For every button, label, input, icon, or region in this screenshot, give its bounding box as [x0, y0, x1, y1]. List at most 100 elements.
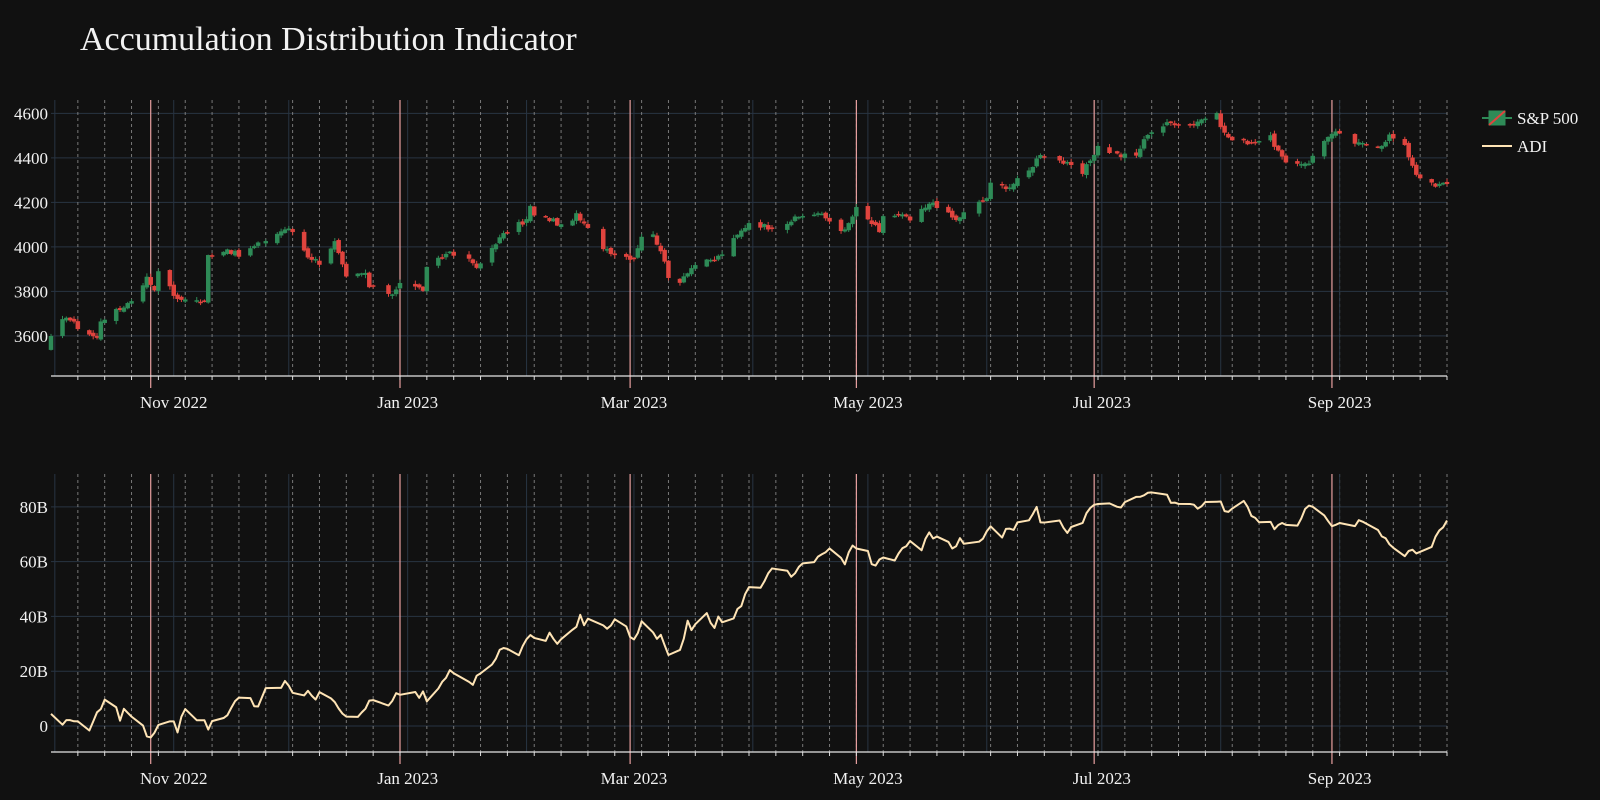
candle-body [1229, 136, 1235, 141]
candle-body [1218, 113, 1223, 128]
candlestick [102, 318, 107, 324]
legend-item-sp500[interactable]: S&P 500 [1482, 109, 1578, 128]
candle-body [171, 284, 176, 296]
candlestick [1429, 178, 1434, 186]
candlestick [988, 180, 993, 201]
candle-body [666, 260, 671, 278]
candle-body [221, 251, 226, 256]
candle-body [1256, 141, 1262, 143]
candlestick [98, 318, 104, 341]
candlestick [1379, 145, 1385, 152]
candle-body [681, 276, 687, 283]
candlestick [520, 218, 525, 227]
candle-body [248, 248, 253, 256]
candle-body [1283, 155, 1289, 163]
candlestick [927, 201, 932, 213]
candle-body [229, 250, 234, 254]
candle-body [1429, 179, 1434, 183]
candlestick [662, 248, 667, 264]
candle-body [286, 228, 292, 231]
candle-body [892, 215, 897, 218]
candle-body [436, 257, 441, 266]
candlestick [451, 249, 456, 258]
candlestick [71, 316, 77, 324]
candle-body [1410, 157, 1415, 166]
p2-x-tick-label: May 2023 [833, 769, 902, 788]
candle-body [578, 213, 583, 221]
candlestick [309, 253, 315, 263]
candle-body [1042, 156, 1047, 158]
candle-body [551, 218, 556, 222]
candle-body [524, 219, 529, 223]
candlestick [654, 232, 660, 246]
candlestick [443, 251, 449, 260]
candlestick [171, 281, 176, 299]
candlestick [236, 248, 242, 259]
candle-body [420, 286, 426, 291]
candle-body [570, 220, 575, 226]
candle-body [1306, 163, 1312, 166]
candle-body [1375, 146, 1381, 148]
candle-body [758, 222, 763, 228]
candlestick [1352, 133, 1358, 147]
candle-body [742, 228, 748, 232]
candle-body [650, 234, 656, 237]
candle-body [1068, 161, 1074, 166]
candlestick [585, 222, 591, 229]
candle-body [762, 224, 767, 228]
candle-body [182, 299, 188, 302]
candle-body [654, 235, 660, 245]
p1-y-tick-label: 3800 [14, 282, 48, 301]
candle-body [148, 277, 153, 285]
adi-x-tick-labels: Nov 2022 Jan 2023 Mar 2023 May 2023 Jul 2023… [140, 769, 1372, 788]
candlestick [1256, 140, 1262, 144]
candlestick [1114, 150, 1120, 155]
candlestick [1329, 132, 1335, 142]
candlestick [1279, 149, 1285, 160]
candle-body [439, 257, 445, 259]
candlestick [424, 266, 430, 293]
candlestick [225, 248, 230, 255]
candlestick [1141, 136, 1147, 151]
candlestick [1437, 181, 1442, 188]
candlestick [635, 244, 641, 259]
candlestick [370, 284, 376, 289]
p2-y-tick-label: 60B [20, 553, 48, 572]
candle-body [397, 283, 403, 289]
adi-panel-time-gridlines [54, 474, 1448, 764]
candle-body [769, 227, 775, 229]
legend-item-adi[interactable]: ADI [1482, 137, 1548, 156]
candle-body [1337, 130, 1342, 134]
candlestick [1095, 143, 1101, 158]
candlestick [984, 197, 990, 202]
candle-body [205, 255, 211, 303]
candlestick [248, 245, 253, 257]
legend[interactable]: S&P 500 ADI [1482, 109, 1578, 156]
candlestick [87, 329, 92, 337]
p2-x-tick-label: Mar 2023 [601, 769, 668, 788]
candle-body [1444, 181, 1450, 184]
candlestick [179, 295, 184, 303]
p1-y-tick-label: 4600 [14, 104, 48, 123]
candle-body [961, 212, 967, 220]
p1-y-tick-label: 4200 [14, 193, 48, 212]
candle-body [290, 229, 295, 233]
candlestick [1057, 155, 1062, 164]
candle-body [1061, 160, 1066, 164]
candle-body [501, 233, 506, 239]
candle-body [1329, 133, 1335, 139]
legend-candle-decreasing-icon [1488, 110, 1506, 126]
candle-body [152, 285, 157, 291]
candle-body [140, 285, 146, 302]
candle-body [796, 216, 802, 219]
candle-body [850, 216, 855, 225]
candle-body [873, 221, 878, 226]
candle-body [685, 273, 690, 277]
price-y-tick-labels: 3600 3800 4000 4200 4400 4600 [14, 104, 48, 346]
candlestick [1149, 130, 1154, 138]
candle-body [1084, 164, 1089, 176]
candlestick [1310, 153, 1316, 165]
candlestick [1252, 139, 1258, 146]
candlestick [313, 256, 318, 263]
candlestick [209, 253, 215, 259]
